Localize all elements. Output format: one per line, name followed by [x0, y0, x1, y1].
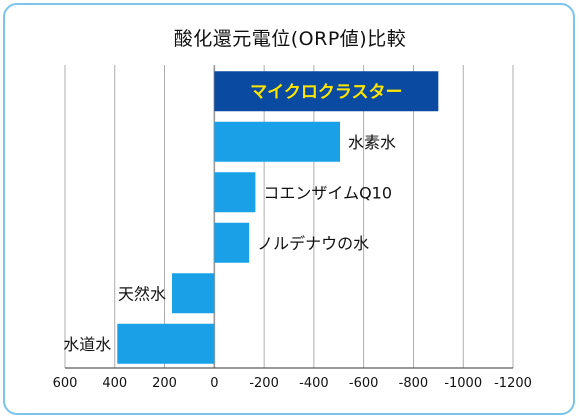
x-tick-label: 0: [210, 376, 218, 391]
bar-label: ノルデナウの水: [257, 234, 369, 253]
bar-label: 水素水: [348, 133, 396, 152]
x-tick-label: -1200: [494, 376, 532, 391]
bar: [214, 71, 439, 112]
x-tick-label: -1000: [444, 376, 482, 391]
x-tick-label: -800: [399, 376, 429, 391]
bar: [214, 222, 250, 263]
bar: [214, 172, 256, 213]
bar-label-highlight: マイクロクラスター: [250, 82, 402, 102]
bar: [172, 273, 215, 314]
bar: [117, 323, 215, 364]
x-tick-label: -200: [249, 376, 279, 391]
x-tick-label: 200: [152, 376, 177, 391]
x-tick-label: -600: [349, 376, 379, 391]
x-tick-label: 600: [53, 376, 78, 391]
bar-label: 水道水: [63, 335, 111, 354]
x-tick-label: -400: [299, 376, 329, 391]
chart-title: 酸化還元電位(ORP値)比較: [173, 28, 407, 50]
grid-lines: [64, 65, 514, 369]
x-tick-label: 400: [102, 376, 127, 391]
bar-label: 天然水: [118, 284, 166, 303]
bar: [214, 121, 341, 162]
x-axis-ticks: 600 400 200 0 -200 -400 -600 -800 -1000 -1200: [53, 376, 532, 391]
bar-label: コエンザイムQ10: [263, 183, 392, 202]
